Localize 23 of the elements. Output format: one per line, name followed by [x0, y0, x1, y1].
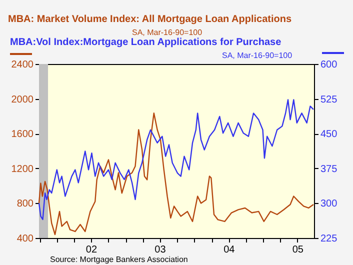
text: MBA:Vol Index:Mortgage Loan Applications for Purchase: [10, 37, 282, 48]
y-axis-title: SA, Mar-16-90=100: [132, 28, 202, 37]
y-tick-label: 400: [16, 234, 34, 244]
y-tick-label: 2400: [11, 60, 34, 70]
line-series: [38, 99, 314, 220]
x-tick-label: 02: [86, 244, 98, 256]
y-tick-label: 1600: [11, 129, 34, 140]
source-note: Source: Mortgage Bankers Association: [50, 255, 188, 264]
y2-tick-label: 450: [320, 129, 338, 140]
y-tick-label: 2000: [11, 94, 34, 106]
y-tick-label: 1200: [11, 164, 34, 175]
y2-tick-label: 600: [320, 60, 338, 70]
line-series: [38, 112, 314, 236]
y2-tick-label: 300: [320, 198, 338, 210]
x-tick-label: 04: [224, 244, 236, 256]
text: MBA: Market Volume Index: All Mortgage Loan Applications: [8, 14, 292, 25]
y2-tick-label: 525: [320, 94, 338, 106]
y2-tick-label: 375: [320, 164, 338, 175]
x-tick-label: 05: [292, 244, 304, 256]
y-tick-label: 800: [16, 198, 34, 210]
y2-axis-title: SA, Mar-16-90=100: [222, 51, 292, 60]
x-tick-label: 03: [154, 244, 166, 256]
y2-tick-label: 225: [320, 234, 338, 244]
